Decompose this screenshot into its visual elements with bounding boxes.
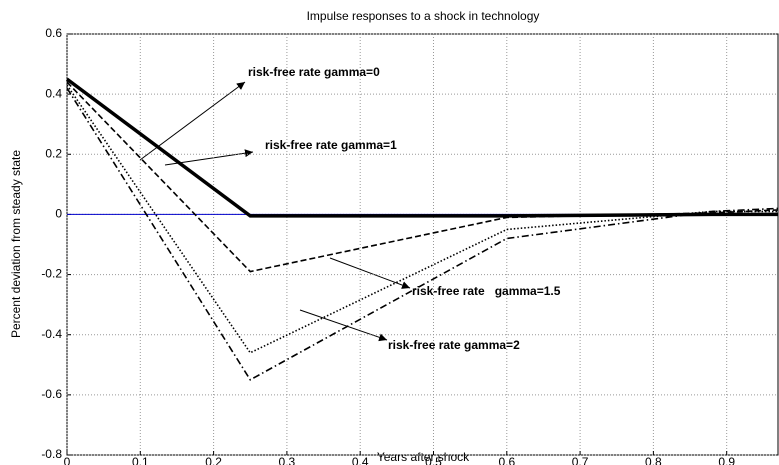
x-tick-label: 0 xyxy=(64,455,71,465)
series-line xyxy=(66,87,779,381)
x-tick-label: 0.4 xyxy=(352,455,369,465)
x-tick-label: 0.8 xyxy=(645,455,662,465)
chart-title: Impulse responses to a shock in technolo… xyxy=(307,9,540,23)
x-tick-label: 0.6 xyxy=(498,455,515,465)
annotation: risk-free rate gamma=0 xyxy=(248,65,380,79)
x-tick-label: 0.2 xyxy=(205,455,222,465)
series-line xyxy=(66,81,779,273)
annotation: risk-free rate gamma=1 xyxy=(265,138,397,152)
series-line xyxy=(66,84,778,354)
y-tick-label: 0.4 xyxy=(45,86,62,100)
x-tick-label: 0.1 xyxy=(132,455,149,465)
y-tick-label: -0.6 xyxy=(41,387,62,401)
y-tick-label: -0.8 xyxy=(41,447,62,461)
x-tick-label: 0.3 xyxy=(279,455,296,465)
annotation: risk-free rate gamma=2 xyxy=(388,338,520,352)
x-tick-label: 0.5 xyxy=(425,455,442,465)
plot-area xyxy=(66,33,779,456)
y-tick-label: -0.2 xyxy=(41,267,62,281)
x-axis-label: Years after shock xyxy=(377,450,470,464)
y-tick-label: 0 xyxy=(55,207,62,221)
series-line xyxy=(65,77,778,218)
x-tick-label: 0.9 xyxy=(718,455,735,465)
y-tick-label: -0.4 xyxy=(41,327,62,341)
y-tick-label: 0.6 xyxy=(45,26,62,40)
y-axis-label: Percent deviation from steady state xyxy=(9,150,23,338)
y-tick-label: 0.2 xyxy=(45,146,62,160)
x-tick-label: 0.7 xyxy=(572,455,589,465)
annotation: risk-free rate gamma=1.5 xyxy=(412,284,561,298)
